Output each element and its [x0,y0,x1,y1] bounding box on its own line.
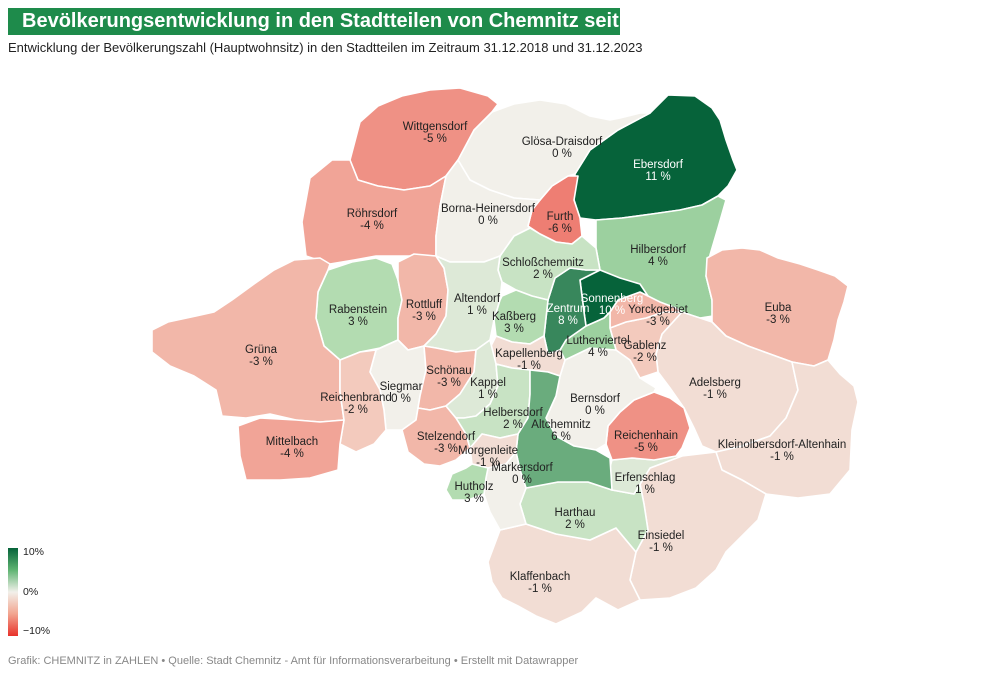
district-name-zentrum: Zentrum [547,303,590,315]
district-value-schoenau: -3 % [437,377,461,389]
district-name-erfenschlag: Erfenschlag [615,472,676,484]
district-value-adelsberg: -1 % [703,389,727,401]
district-value-altendorf: 1 % [467,305,487,317]
district-name-gablenz: Gablenz [624,340,667,352]
district-name-altchemnitz: Altchemnitz [531,419,591,431]
district-value-gablenz: -2 % [633,352,657,364]
district-name-reichenhain: Reichenhain [614,430,678,442]
district-name-kapellenberg: Kapellenberg [495,348,563,360]
district-mittelbach[interactable] [237,417,345,481]
district-value-hutholz: 3 % [464,493,484,505]
district-value-zentrum: 8 % [558,315,578,327]
district-name-lutherviertel: Lutherviertel [566,335,629,347]
district-name-harthau: Harthau [555,507,596,519]
district-name-gloesa-draisdorf: Glösa-Draisdorf [522,136,603,148]
district-kleinolbersdorf-altenhain[interactable] [711,359,859,499]
district-name-kassberg: Kaßberg [492,311,536,323]
district-name-mittelbach: Mittelbach [266,436,318,448]
district-name-rottluff: Rottluff [406,299,443,311]
district-value-bernsdorf: 0 % [585,405,605,417]
district-name-hilbersdorf: Hilbersdorf [630,244,686,256]
district-value-einsiedel: -1 % [649,542,673,554]
district-name-siegmar: Siegmar [380,381,423,393]
district-value-roehrsdorf: -4 % [360,220,384,232]
district-value-mittelbach: -4 % [280,448,304,460]
chart-title: Bevölkerungsentwicklung in den Stadtteil… [22,10,669,32]
district-value-helbersdorf: 2 % [503,419,523,431]
district-name-morgenleite: Morgenleite [458,445,518,457]
title-bar [8,8,620,35]
district-name-borna-heinersdorf: Borna-Heinersdorf [441,203,536,215]
district-value-morgenleite: -1 % [476,457,500,469]
district-name-bernsdorf: Bernsdorf [570,393,621,405]
district-value-gloesa-draisdorf: 0 % [552,148,572,160]
district-name-wittgensdorf: Wittgensdorf [403,121,468,133]
source-footer: Grafik: CHEMNITZ in ZAHLEN • Quelle: Sta… [8,655,579,667]
district-value-furth: -6 % [548,223,572,235]
district-name-altendorf: Altendorf [454,293,501,305]
district-name-reichenbrand: Reichenbrand [320,392,392,404]
district-gruena[interactable] [151,257,345,423]
district-value-borna-heinersdorf: 0 % [478,215,498,227]
district-value-kleinolbersdorf-altenhain: -1 % [770,451,794,463]
district-shapes [151,87,859,625]
district-name-gruena: Grüna [245,344,278,356]
district-value-yorckgebiet: -3 % [646,316,670,328]
district-schlosschemnitz[interactable] [497,227,601,301]
district-name-stelzendorf: Stelzendorf [417,431,476,443]
district-name-markersdorf: Markersdorf [491,462,553,474]
district-name-roehrsdorf: Röhrsdorf [347,208,398,220]
district-value-wittgensdorf: -5 % [423,133,447,145]
district-name-rabenstein: Rabenstein [329,304,387,316]
legend-gradient-bar [8,548,18,636]
district-value-altchemnitz: 6 % [551,431,571,443]
district-value-lutherviertel: 4 % [588,347,608,359]
district-value-erfenschlag: 1 % [635,484,655,496]
district-value-kapellenberg: -1 % [517,360,541,372]
district-borna-heinersdorf[interactable] [435,159,541,263]
district-value-kassberg: 3 % [504,323,524,335]
district-value-schlosschemnitz: 2 % [533,269,553,281]
district-value-euba: -3 % [766,314,790,326]
district-name-kleinolbersdorf-altenhain: Kleinolbersdorf-Altenhain [718,439,847,451]
district-value-rottluff: -3 % [412,311,436,323]
district-value-klaffenbach: -1 % [528,583,552,595]
district-name-adelsberg: Adelsberg [689,377,741,389]
district-name-yorckgebiet: Yorckgebiet [628,304,688,316]
district-name-schoenau: Schönau [426,365,471,377]
district-value-hilbersdorf: 4 % [648,256,668,268]
district-name-einsiedel: Einsiedel [638,530,685,542]
district-name-kappel: Kappel [470,377,506,389]
district-reichenhain[interactable] [605,391,691,461]
district-value-sonnenberg: 10 % [599,305,625,317]
district-name-furth: Furth [547,211,574,223]
district-name-ebersdorf: Ebersdorf [633,159,684,171]
district-name-sonnenberg: Sonnenberg [581,293,644,305]
district-name-schlosschemnitz: Schloßchemnitz [502,257,584,269]
chart-subtitle: Entwicklung der Bevölkerungszahl (Hauptw… [8,40,643,55]
legend-max-label: 10% [23,546,45,558]
district-name-helbersdorf: Helbersdorf [483,407,543,419]
legend-mid-label: 0% [23,586,39,598]
district-name-hutholz: Hutholz [455,481,494,493]
district-name-klaffenbach: Klaffenbach [510,571,571,583]
district-value-reichenbrand: -2 % [344,404,368,416]
district-value-kappel: 1 % [478,389,498,401]
district-value-stelzendorf: -3 % [434,443,458,455]
district-hutholz[interactable] [445,463,489,501]
district-value-siegmar: 0 % [391,393,411,405]
district-name-euba: Euba [765,302,792,314]
legend-min-label: −10% [23,625,51,637]
district-value-rabenstein: 3 % [348,316,368,328]
district-value-gruena: -3 % [249,356,273,368]
district-value-harthau: 2 % [565,519,585,531]
district-value-reichenhain: -5 % [634,442,658,454]
district-value-ebersdorf: 11 % [645,171,670,183]
district-value-markersdorf: 0 % [512,474,532,486]
